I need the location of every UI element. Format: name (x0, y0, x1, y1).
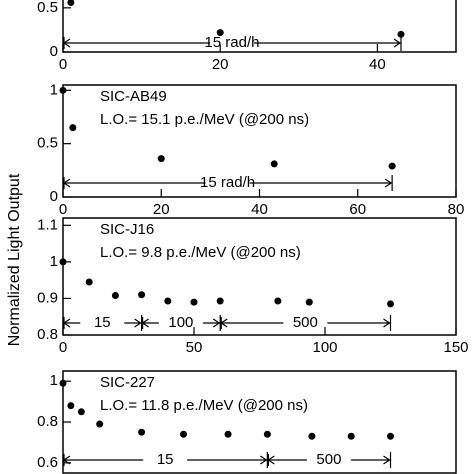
arrow-head (220, 317, 228, 329)
x-tick-label: 60 (349, 201, 366, 218)
data-point (387, 432, 394, 440)
arrow-head (383, 452, 392, 468)
data-point (190, 298, 198, 306)
y-tick-label: 1 (50, 372, 58, 389)
data-point (111, 292, 119, 300)
x-tick-label: 20 (153, 201, 170, 218)
y-tick-label: 0 (50, 43, 58, 60)
arrow-head (62, 177, 71, 189)
data-point (347, 432, 355, 440)
data-point (308, 432, 316, 440)
panel-subtitle: L.O.= 9.8 p.e./MeV (@200 ns) (100, 244, 301, 261)
data-point (397, 30, 405, 38)
panel-name: SIC-J16 (100, 221, 154, 238)
region-label: 15 rad/h (204, 34, 259, 51)
data-point (263, 430, 271, 438)
data-point (85, 278, 93, 286)
data-point (67, 0, 75, 7)
y-tick-label: 0 (50, 188, 58, 205)
data-point (138, 291, 146, 299)
region-label: 15 (94, 314, 111, 331)
data-point (180, 430, 188, 438)
y-tick-label: 0.5 (37, 0, 58, 16)
region-label: 500 (293, 314, 318, 331)
y-tick-label: 0.8 (37, 326, 58, 343)
region-arrow (141, 315, 221, 331)
x-tick-label: 100 (312, 339, 337, 356)
data-point (96, 420, 104, 428)
data-point (157, 155, 165, 163)
region-arrow (62, 175, 393, 191)
region-arrow (62, 315, 143, 331)
arrow-head (62, 454, 71, 466)
panel-subtitle: L.O.= 15.1 p.e./MeV (@200 ns) (100, 111, 309, 128)
data-point (274, 297, 282, 305)
data-point (59, 86, 67, 94)
x-tick-label: 50 (186, 339, 203, 356)
x-tick-label: 0 (59, 339, 67, 356)
data-point (387, 300, 394, 308)
panel-name: SIC-AB49 (100, 88, 167, 105)
region-label: 500 (316, 451, 341, 468)
data-point (138, 428, 146, 436)
x-tick-label: 0 (59, 201, 67, 218)
y-tick-label: 0.6 (37, 454, 58, 471)
arrow-head (384, 175, 393, 191)
arrow-head (383, 315, 392, 331)
data-point (216, 29, 224, 37)
x-tick-label: 20 (212, 56, 229, 73)
x-tick-label: 40 (251, 201, 268, 218)
x-tick-label: 0 (59, 56, 67, 73)
region-arrow (62, 452, 268, 468)
arrow-head (62, 317, 71, 329)
data-point (305, 298, 313, 306)
x-tick-label: 40 (369, 56, 386, 73)
data-point (224, 430, 232, 438)
x-tick-label: 150 (443, 339, 468, 356)
panel-name: SIC-227 (100, 374, 155, 391)
y-tick-label: 1.1 (37, 216, 58, 233)
y-axis-label: Normalized Light Output (6, 173, 23, 346)
plot-frame (62, 0, 457, 53)
y-tick-label: 1 (50, 81, 58, 98)
region-label: 100 (168, 314, 193, 331)
x-tick-label: 80 (448, 201, 465, 218)
arrow-head (62, 37, 71, 49)
panel-subtitle: L.O.= 11.8 p.e./MeV (@200 ns) (100, 397, 308, 414)
y-tick-label: 0.8 (37, 413, 58, 430)
data-point (216, 297, 224, 305)
data-point (59, 258, 67, 266)
y-tick-label: 0.9 (37, 289, 58, 306)
data-point (77, 408, 85, 416)
data-point (270, 160, 278, 168)
region-label: 15 rad/h (200, 174, 255, 191)
data-point (164, 297, 172, 305)
region-arrow (267, 452, 392, 468)
plot-frame (62, 217, 457, 336)
arrow-head (267, 454, 275, 466)
y-tick-label: 1 (50, 253, 58, 270)
data-point (67, 402, 75, 410)
data-point (59, 379, 67, 387)
region-label: 15 (157, 451, 174, 468)
data-point (388, 162, 396, 170)
arrow-head (141, 317, 149, 329)
data-point (69, 124, 77, 132)
region-arrow (220, 315, 392, 331)
y-tick-label: 0.5 (37, 135, 58, 152)
